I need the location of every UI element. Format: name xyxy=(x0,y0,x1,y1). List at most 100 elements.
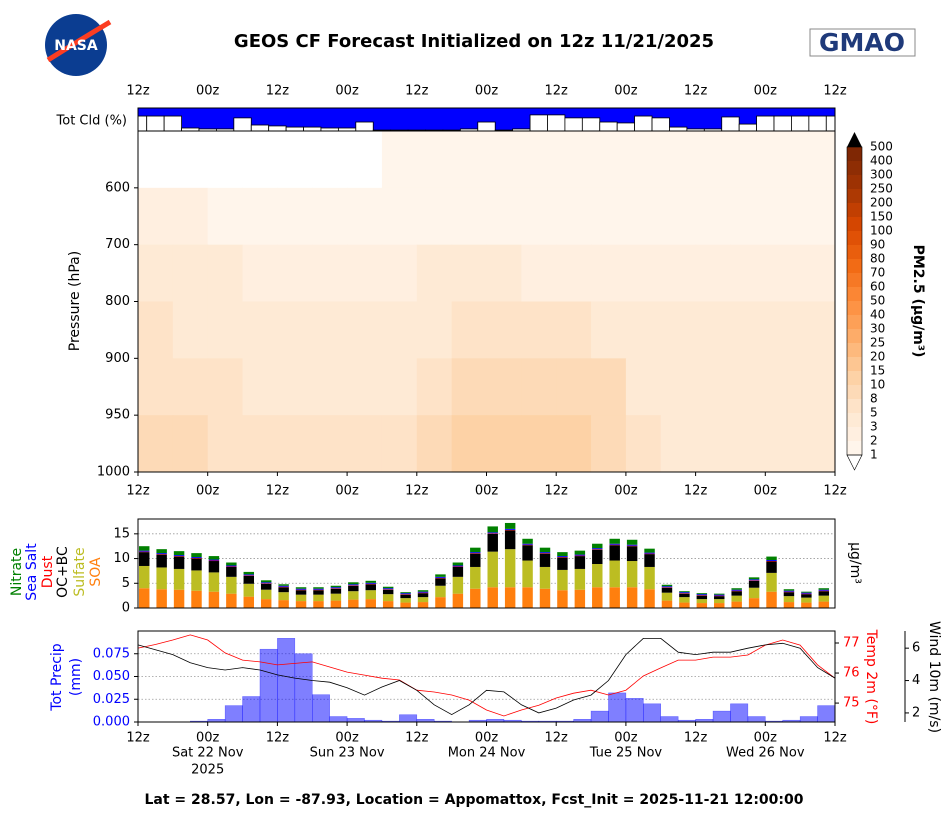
y3-tick-label: 2 xyxy=(912,705,920,720)
y-tick-label: 950 xyxy=(105,408,130,423)
cloud-bar xyxy=(669,126,688,131)
stack-segment xyxy=(696,603,708,608)
stack-segment xyxy=(400,593,411,595)
stack-segment xyxy=(539,553,551,567)
stack-segment xyxy=(243,575,255,584)
field-cell xyxy=(277,131,313,189)
stack-segment xyxy=(382,588,394,590)
stack-segment xyxy=(278,587,289,593)
stack-segment xyxy=(348,584,359,586)
x-tick-label: 00z xyxy=(614,731,638,746)
field-cell xyxy=(625,187,662,246)
chart-title: GEOS CF Forecast Initialized on 12z 11/2… xyxy=(234,31,714,52)
stack-segment xyxy=(539,547,551,553)
x-tick-label: 00z xyxy=(196,484,220,499)
stack-segment xyxy=(191,590,202,608)
field-cell xyxy=(556,301,592,359)
field-cell xyxy=(312,187,348,246)
x-tick-label: 12z xyxy=(266,731,290,746)
stack-segment xyxy=(557,557,568,570)
field-cell xyxy=(381,358,418,416)
field-cell xyxy=(242,415,278,473)
cloud-bar xyxy=(721,116,740,131)
cloud-bar xyxy=(616,122,636,131)
stack-segment xyxy=(278,592,289,601)
field-cell xyxy=(416,415,453,473)
colorbar-tick-label: 10 xyxy=(870,378,885,392)
stack-segment xyxy=(278,584,289,586)
cloud-bar xyxy=(250,124,270,131)
field-cell xyxy=(591,131,627,189)
stack-segment xyxy=(295,594,307,602)
field-cell xyxy=(451,131,487,189)
stack-segment xyxy=(400,592,411,594)
stack-segment xyxy=(504,549,516,588)
field-cell xyxy=(591,187,627,246)
colorbar-segment xyxy=(847,357,862,371)
colorbar-segment xyxy=(847,399,862,413)
colorbar-under xyxy=(846,454,863,471)
cloud-bar xyxy=(773,115,792,131)
x-tick-label: 12z xyxy=(405,484,429,499)
field-cell xyxy=(765,415,801,473)
colorbar-segment xyxy=(847,161,862,175)
cloud-bar xyxy=(791,115,810,131)
stack-segment xyxy=(714,596,725,600)
field-cell xyxy=(800,244,836,302)
stack-segment xyxy=(801,591,812,593)
field-cell xyxy=(207,187,244,246)
stack-segment xyxy=(173,589,185,608)
y-tick-label: 0 xyxy=(122,601,130,616)
field-cell xyxy=(521,244,557,302)
field-cell xyxy=(381,244,418,302)
legend-label: OC+BC xyxy=(55,546,71,598)
stack-segment xyxy=(609,587,620,608)
precip-bar xyxy=(660,716,679,723)
stack-segment xyxy=(156,589,167,608)
stack-segment xyxy=(748,579,760,581)
stack-segment xyxy=(278,600,289,608)
stack-segment xyxy=(452,593,464,608)
stack-segment xyxy=(731,595,742,602)
field-cell xyxy=(765,131,801,189)
stack-segment xyxy=(156,554,167,568)
y-tick-label: 0.075 xyxy=(93,646,130,661)
y2-tick-label: 75 xyxy=(843,696,860,711)
y-tick-label: 5 xyxy=(122,576,130,591)
date-label: Mon 24 Nov xyxy=(448,746,526,761)
stack-segment xyxy=(400,598,411,603)
stack-segment xyxy=(452,576,464,594)
field-cell xyxy=(207,415,244,473)
stack-segment xyxy=(487,551,498,588)
stack-segment xyxy=(504,522,516,529)
stack-segment xyxy=(783,590,795,592)
stack-segment xyxy=(243,596,255,608)
stack-segment xyxy=(714,594,725,596)
stack-segment xyxy=(801,594,812,598)
stack-segment xyxy=(260,580,272,583)
precip-bar xyxy=(712,710,731,723)
colorbar-tick-label: 40 xyxy=(870,308,885,322)
legend-label: Sulfate xyxy=(72,547,88,596)
stack-segment xyxy=(818,591,830,596)
field-cell xyxy=(138,358,174,416)
stack-segment xyxy=(626,546,638,562)
field-cell xyxy=(451,358,487,416)
stack-segment xyxy=(801,592,812,594)
stack-segment xyxy=(679,591,690,593)
logo-box xyxy=(809,28,916,57)
field-cell xyxy=(381,301,418,359)
stack-segment xyxy=(522,538,533,544)
stack-segment xyxy=(522,560,533,588)
colorbar-segment xyxy=(847,329,862,343)
cloud-bar xyxy=(268,125,287,131)
stack-segment xyxy=(348,599,359,608)
y-tick-label: 800 xyxy=(105,294,130,309)
cloud-bar xyxy=(547,114,566,131)
field-cell xyxy=(381,187,418,246)
x-tick-label: 12z xyxy=(823,484,847,499)
field-cell xyxy=(625,415,662,473)
stack-segment xyxy=(208,559,220,561)
stack-segment xyxy=(173,555,185,557)
